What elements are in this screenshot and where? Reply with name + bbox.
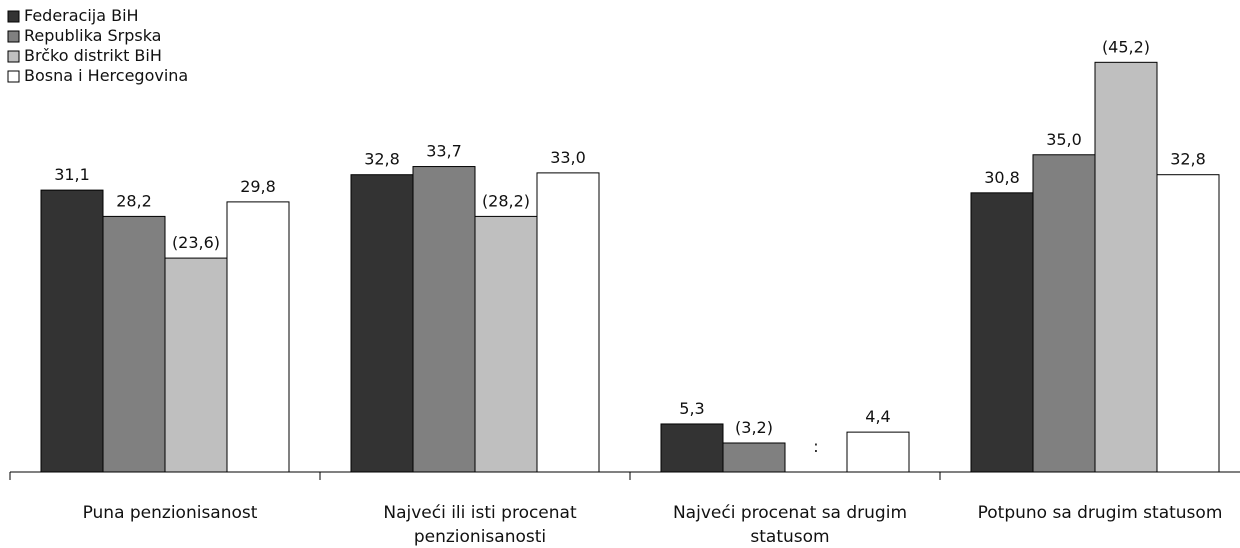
data-label-3-2: (28,2) xyxy=(482,191,530,210)
legend-label-4: Bosna i Hercegovina xyxy=(24,66,188,85)
data-label-1-4: 30,8 xyxy=(984,168,1020,187)
category-label-3-line-1: Najveći procenat sa drugim xyxy=(673,503,907,523)
legend-label-1: Federacija BiH xyxy=(24,6,139,25)
bar-3-2 xyxy=(474,215,538,473)
legend-swatch-3 xyxy=(7,50,20,63)
bar-1-2 xyxy=(350,174,414,473)
category-label-4: Potpuno sa drugim statusom xyxy=(978,503,1223,523)
bar-1-1 xyxy=(40,189,104,473)
data-label-1-2: 32,8 xyxy=(364,150,400,169)
data-label-1-3: 5,3 xyxy=(679,399,704,418)
legend-label-3: Brčko distrikt BiH xyxy=(24,46,162,65)
category-label-1: Puna penzionisanost xyxy=(83,503,258,523)
legend-swatch-2 xyxy=(7,30,20,43)
data-label-4-1: 29,8 xyxy=(240,177,276,196)
bar-3-4 xyxy=(1094,61,1158,473)
bar-2-1 xyxy=(102,215,166,473)
category-label-2-line-1: Najveći ili isti procenat xyxy=(383,503,577,523)
bar-2-2 xyxy=(412,166,476,473)
data-label-3-1: (23,6) xyxy=(172,233,220,252)
data-label-1-1: 31,1 xyxy=(54,165,90,184)
bar-4-4 xyxy=(1156,174,1220,473)
data-label-4-4: 32,8 xyxy=(1170,150,1206,169)
legend-label-2: Republika Srpska xyxy=(24,26,161,45)
bar-1-4 xyxy=(970,192,1034,473)
bar-4-1 xyxy=(226,201,290,473)
data-label-2-1: 28,2 xyxy=(116,191,152,210)
category-label-3-line-2: statusom xyxy=(750,527,829,547)
data-label-2-3: (3,2) xyxy=(735,418,773,437)
data-label-2-2: 33,7 xyxy=(426,142,462,161)
data-label-3-3: : xyxy=(813,437,818,456)
bar-3-1 xyxy=(164,257,228,473)
bar-2-3 xyxy=(722,442,786,473)
bar-4-3 xyxy=(846,431,910,473)
legend-swatch-1 xyxy=(7,10,20,23)
data-label-3-4: (45,2) xyxy=(1102,37,1150,56)
data-label-2-4: 35,0 xyxy=(1046,130,1082,149)
legend-swatch-4 xyxy=(7,70,20,83)
bar-1-3 xyxy=(660,423,724,473)
data-label-4-2: 33,0 xyxy=(550,148,586,167)
category-label-2-line-2: penzionisanosti xyxy=(414,527,546,547)
data-label-4-3: 4,4 xyxy=(865,407,890,426)
bar-2-4 xyxy=(1032,154,1096,473)
bar-4-2 xyxy=(536,172,600,473)
